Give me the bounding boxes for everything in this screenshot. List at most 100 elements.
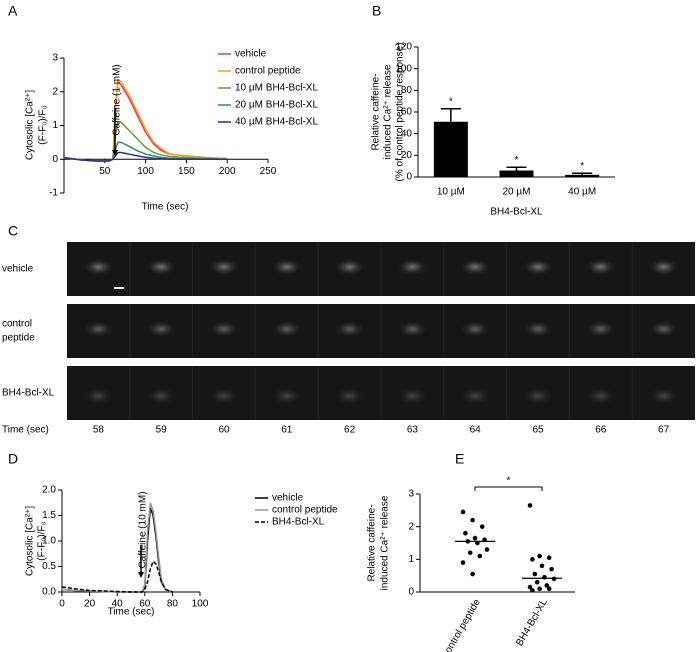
data-point [546,555,552,560]
series-line [63,79,228,162]
y-tick-label: 1 [52,120,58,131]
time-value: 59 [156,425,168,436]
y-axis-label: Relative caffeine- [367,504,378,581]
x-axis-label: Time (sec) [142,202,189,213]
y-tick-label: 2.0 [42,485,56,496]
error-bar [572,172,593,175]
y-tick-label: 1.5 [42,510,56,521]
x-tick-label: 100 [192,599,209,610]
cell-image [584,258,617,276]
y-tick-label: 120 [395,42,412,53]
series-line [61,560,173,593]
row-label: vehicle [2,264,34,275]
bar [499,170,534,177]
data-point [542,575,547,580]
cell-image [459,320,492,338]
error-bar [506,166,527,171]
y-tick-label: 20 [401,150,413,161]
y-tick-label: 1.0 [42,536,56,547]
time-value: 67 [658,425,670,436]
y-tick-label: 0.0 [42,587,56,598]
cell-image [522,258,554,276]
series-line [61,507,173,593]
data-point [472,535,478,541]
significance: * [515,155,519,166]
annotation: Caffeine (10 mM) [138,491,149,568]
legend-label: BH4-Bcl-XL [272,517,325,528]
time-value: 65 [532,425,544,436]
cell-image [208,387,240,405]
x-tick-label: 100 [137,166,154,177]
legend-label: 10 µM BH4-Bcl-XL [235,83,318,94]
cell-image [522,387,554,405]
y-tick-label: 0 [52,154,58,165]
row-label: BH4-Bcl-XL [2,388,55,399]
significance: * [580,161,584,172]
data-point [460,509,466,515]
cell-image [584,387,617,405]
legend-label: control peptide [272,505,338,516]
time-label: Time (sec) [2,425,49,436]
y-tick-label: 2 [52,86,58,97]
cell-image [459,387,492,405]
legend-label: vehicle [272,493,304,504]
time-value: 61 [281,425,293,436]
significance-bracket [474,486,543,491]
bar [565,174,600,177]
cell-image [396,258,429,276]
y-axis-label: Cytosolic [Ca²⁺] [25,506,36,577]
y-tick-label: 0 [406,172,412,183]
significance: * [449,96,453,107]
cell-image [647,320,680,338]
data-point [467,550,473,556]
x-tick-label: 200 [219,166,236,177]
x-tick-label: 60 [139,599,151,610]
y-axis-label: Relative caffeine- [371,73,382,150]
data-point [539,563,545,569]
data-point [534,579,540,585]
series-line [63,151,228,162]
cell-image [647,387,680,405]
data-point [530,557,535,562]
cell-image [145,258,178,276]
data-point [532,571,538,577]
data-point [544,583,550,588]
x-tick-label: 80 [167,599,179,610]
legend-label: control peptide [235,66,301,77]
panel-letter: B [372,3,381,19]
cell-image [647,258,680,276]
time-value: 62 [344,425,356,436]
cell-image [82,320,115,338]
y-tick-label: 3 [52,53,58,64]
y-axis-label: (F-F₀)/F₀ [38,105,49,144]
panel-letter: E [455,451,464,467]
x-tick-label: 20 µM [503,187,531,198]
cell-image [522,320,554,338]
data-point [527,503,533,508]
x-tick-label: 250 [260,166,277,177]
x-tick-label: 40 µM [568,187,596,198]
cell-image [145,320,178,338]
error-bar [440,108,461,122]
y-tick-label: 1 [408,554,414,565]
x-tick-label: 0 [59,599,65,610]
y-tick-label: 80 [401,85,413,96]
series-line [61,502,173,593]
series-line [63,78,228,162]
x-tick-label: control peptide [441,597,484,652]
annotation: Caffeine (1 mM) [112,64,123,136]
time-value: 60 [218,425,230,436]
cell-image [459,258,492,276]
data-point [463,530,468,536]
arrow-head [112,150,118,156]
data-point [484,547,490,552]
cell-image [208,258,240,276]
time-value: 66 [595,425,607,436]
legend-label: vehicle [235,49,267,60]
y-axis-label: induced Ca²⁺ release [380,495,391,590]
data-point [537,553,542,559]
x-tick-label: 40 [112,599,124,610]
cell-image [333,320,366,338]
arrow-head [138,572,144,578]
y-tick-label: -1 [49,188,58,199]
